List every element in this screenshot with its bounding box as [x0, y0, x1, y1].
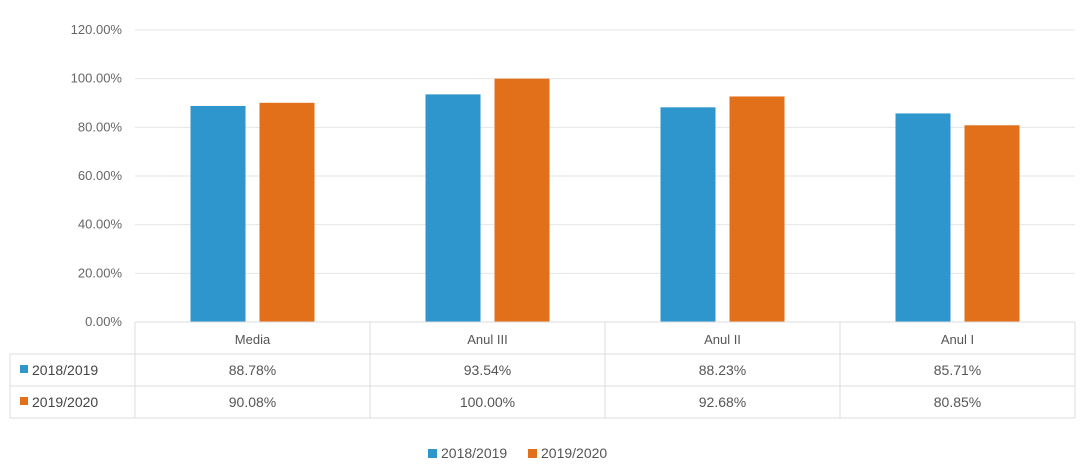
x-category-label: Anul III [467, 332, 507, 347]
data-label: 93.54% [464, 362, 511, 378]
bar [494, 78, 550, 323]
bar [660, 107, 716, 322]
legend-key [20, 397, 28, 405]
y-tick-label: 20.00% [78, 265, 123, 280]
data-label: 85.71% [934, 362, 981, 378]
y-tick-label: 40.00% [78, 217, 123, 232]
table-row-header: 2019/2020 [32, 394, 98, 410]
y-tick-label: 0.00% [85, 314, 122, 329]
legend-entry: 2019/2020 [541, 445, 607, 461]
y-tick-label: 80.00% [78, 119, 123, 134]
legend-swatch [428, 449, 437, 458]
x-category-label: Media [235, 332, 271, 347]
x-category-label: Anul II [704, 332, 741, 347]
data-label: 88.23% [699, 362, 746, 378]
legend-key [20, 365, 28, 373]
legend-swatch [528, 449, 537, 458]
data-label: 80.85% [934, 394, 981, 410]
bar [895, 113, 951, 323]
data-label: 100.00% [460, 394, 515, 410]
data-label: 90.08% [229, 394, 276, 410]
y-tick-label: 120.00% [71, 22, 123, 37]
y-tick-label: 100.00% [71, 71, 123, 86]
bar [964, 125, 1020, 322]
data-label: 88.78% [229, 362, 276, 378]
bar [259, 102, 315, 323]
legend-entry: 2018/2019 [441, 445, 507, 461]
bar [425, 94, 481, 322]
y-tick-label: 60.00% [78, 168, 123, 183]
x-category-label: Anul I [941, 332, 974, 347]
table-row-header: 2018/2019 [32, 362, 98, 378]
bar [729, 96, 785, 322]
data-label: 92.68% [699, 394, 746, 410]
bar [190, 105, 246, 323]
